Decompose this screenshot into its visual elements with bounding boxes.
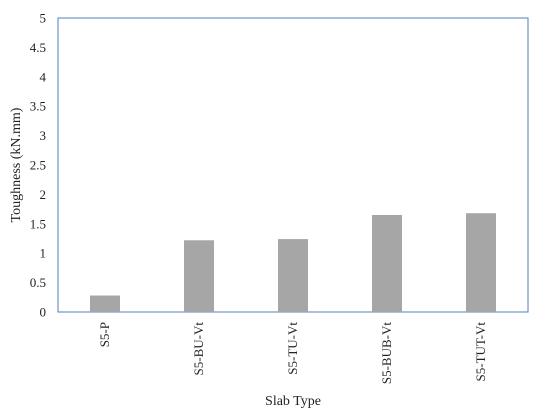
y-tick-label: 1.5 — [30, 216, 46, 231]
x-tick-label: S5-BU-Vt — [191, 322, 206, 376]
y-axis-title: Toughness (kN.mm) — [9, 107, 24, 222]
y-tick-label: 4.5 — [30, 40, 46, 55]
y-tick-label: 3 — [40, 128, 47, 143]
y-tick-label: 0 — [40, 305, 47, 320]
y-tick-label: 2.5 — [30, 158, 46, 173]
y-tick-label: 4 — [40, 69, 47, 84]
y-tick-label: 1 — [40, 246, 47, 261]
plot-area: 0 0.5 1 1.5 2 2.5 3 3.5 4 4.5 5 S5-P S5-BU-Vt S5-TU-V… — [30, 11, 529, 385]
bar — [184, 240, 214, 312]
bar — [278, 239, 308, 312]
y-tick-label: 2 — [40, 187, 47, 202]
x-tick-label: S5-P — [97, 322, 112, 347]
bar — [90, 295, 120, 312]
y-tick-label: 0.5 — [30, 275, 46, 290]
x-axis-title: Slab Type — [265, 394, 321, 409]
bar — [372, 214, 402, 312]
x-tick-label: S5-TUT-Vt — [473, 322, 488, 382]
bar — [466, 213, 496, 312]
x-tick-label: S5-BUB-Vt — [379, 322, 394, 385]
y-tick-label: 5 — [40, 11, 47, 26]
y-tick-label: 3.5 — [30, 99, 46, 114]
x-tick-label: S5-TU-Vt — [285, 322, 300, 375]
